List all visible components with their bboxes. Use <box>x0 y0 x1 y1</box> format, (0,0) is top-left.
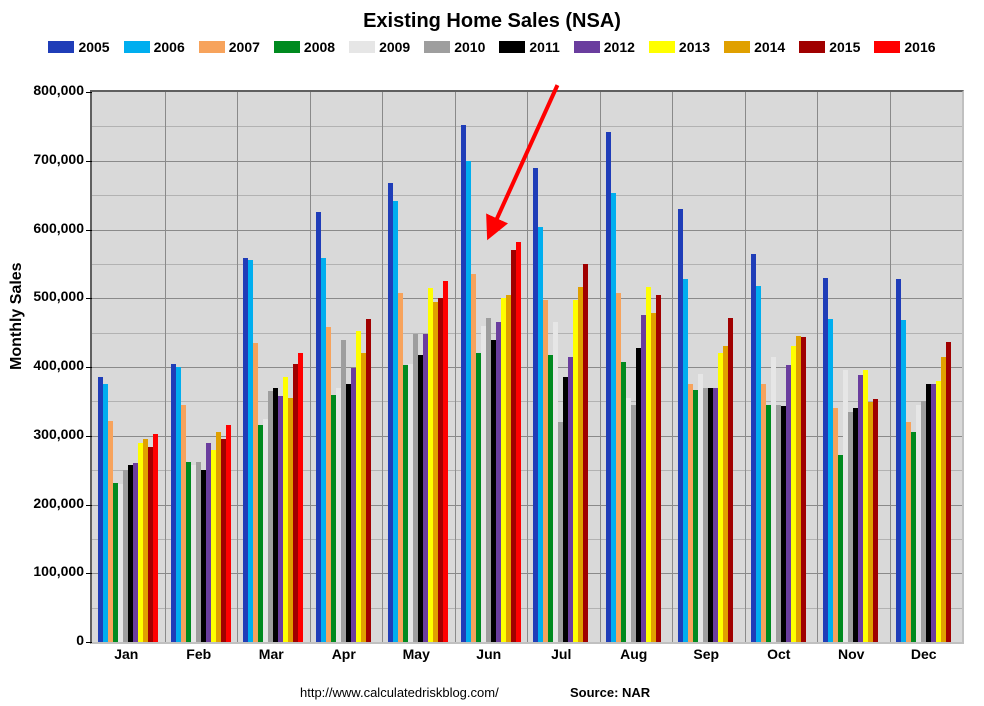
legend-swatch <box>574 41 600 53</box>
bar <box>226 425 231 642</box>
legend-swatch <box>274 41 300 53</box>
legend-item-2014: 2014 <box>724 39 785 55</box>
x-tick-label: Sep <box>693 646 719 662</box>
y-axis-title: Monthly Sales <box>8 262 26 370</box>
legend-item-2005: 2005 <box>48 39 109 55</box>
bar <box>873 399 878 642</box>
legend-swatch <box>124 41 150 53</box>
legend-label: 2009 <box>379 39 410 55</box>
bar <box>801 337 806 642</box>
y-tick-label: 500,000 <box>4 288 84 304</box>
x-tick-label: Nov <box>838 646 864 662</box>
plot-area <box>90 90 964 644</box>
footer-source: Source: NAR <box>570 685 650 700</box>
x-tick-label: Mar <box>259 646 284 662</box>
bar <box>153 434 158 642</box>
legend-swatch <box>799 41 825 53</box>
bar <box>656 295 661 642</box>
x-tick-label: Jan <box>114 646 138 662</box>
legend-swatch <box>48 41 74 53</box>
legend-label: 2007 <box>229 39 260 55</box>
x-tick-label: Aug <box>620 646 647 662</box>
y-tick-label: 800,000 <box>4 82 84 98</box>
legend-label: 2015 <box>829 39 860 55</box>
legend-swatch <box>424 41 450 53</box>
bar <box>516 242 521 642</box>
bar <box>728 318 733 642</box>
bar <box>583 264 588 642</box>
y-tick-label: 200,000 <box>4 495 84 511</box>
legend-swatch <box>349 41 375 53</box>
y-tick-label: 300,000 <box>4 426 84 442</box>
legend-label: 2016 <box>904 39 935 55</box>
y-tick-label: 0 <box>4 632 84 648</box>
legend-item-2012: 2012 <box>574 39 635 55</box>
legend-item-2006: 2006 <box>124 39 185 55</box>
y-tick-label: 100,000 <box>4 563 84 579</box>
x-tick-label: Oct <box>767 646 790 662</box>
legend-item-2009: 2009 <box>349 39 410 55</box>
legend-label: 2008 <box>304 39 335 55</box>
legend-swatch <box>649 41 675 53</box>
legend-item-2010: 2010 <box>424 39 485 55</box>
legend-label: 2005 <box>78 39 109 55</box>
x-tick-label: May <box>403 646 430 662</box>
legend-item-2008: 2008 <box>274 39 335 55</box>
x-tick-label: Dec <box>911 646 937 662</box>
y-tick-label: 400,000 <box>4 357 84 373</box>
x-tick-label: Feb <box>186 646 211 662</box>
legend-label: 2011 <box>529 39 559 55</box>
x-tick-label: Jul <box>551 646 571 662</box>
y-tick-label: 600,000 <box>4 220 84 236</box>
legend: 2005 2006 2007 2008 2009 2010 2011 2012 2013 2014… <box>0 37 984 61</box>
chart-container: Existing Home Sales (NSA) 20052006200720… <box>0 0 984 706</box>
x-tick-label: Apr <box>332 646 356 662</box>
bars-layer <box>92 92 962 642</box>
y-tick-label: 700,000 <box>4 151 84 167</box>
legend-swatch <box>199 41 225 53</box>
bar <box>298 353 303 642</box>
legend-label: 2014 <box>754 39 785 55</box>
chart-title: Existing Home Sales (NSA) <box>0 0 984 37</box>
legend-item-2015: 2015 <box>799 39 860 55</box>
legend-item-2013: 2013 <box>649 39 710 55</box>
legend-label: 2012 <box>604 39 635 55</box>
legend-label: 2013 <box>679 39 710 55</box>
bar <box>443 281 448 642</box>
footer-url: http://www.calculatedriskblog.com/ <box>300 685 499 700</box>
legend-label: 2010 <box>454 39 485 55</box>
legend-item-2011: 2011 <box>499 39 559 55</box>
legend-item-2007: 2007 <box>199 39 260 55</box>
legend-label: 2006 <box>154 39 185 55</box>
legend-swatch <box>724 41 750 53</box>
legend-swatch <box>874 41 900 53</box>
legend-swatch <box>499 41 525 53</box>
legend-item-2016: 2016 <box>874 39 935 55</box>
bar <box>366 319 371 642</box>
x-tick-label: Jun <box>476 646 501 662</box>
bar <box>946 342 951 642</box>
